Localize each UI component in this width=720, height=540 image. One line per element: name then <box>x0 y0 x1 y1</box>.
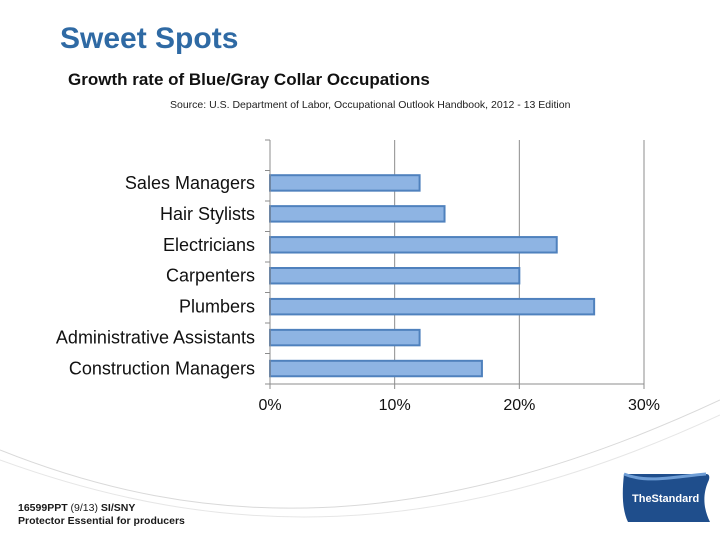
x-tick-label: 20% <box>503 397 535 414</box>
category-label: Sales Managers <box>125 173 255 193</box>
bar <box>269 328 421 347</box>
footer-code: 16599PPT (9/13) SI/SNY Protector Essenti… <box>18 502 185 528</box>
labels: Sales Managers Hair Stylists Electricians C… <box>56 173 660 414</box>
decorative-swoosh <box>0 399 720 518</box>
axes <box>265 139 645 389</box>
x-tick-label: 10% <box>379 397 411 414</box>
standard-logo: TheStandard <box>622 472 710 522</box>
slide-title: Sweet Spots <box>60 22 239 55</box>
x-tick-label: 0% <box>258 397 281 414</box>
footer-code-id: 16599PPT <box>18 502 68 514</box>
category-label: Hair Stylists <box>160 204 255 224</box>
bar <box>269 297 596 316</box>
bars <box>269 174 596 378</box>
bar <box>269 267 521 285</box>
bar <box>269 236 558 254</box>
footer-date-code: (9/13) <box>70 502 98 514</box>
bar <box>269 174 421 192</box>
category-label: Administrative Assistants <box>56 328 255 348</box>
chart-source: Source: U.S. Department of Labor, Occupa… <box>170 99 571 111</box>
category-label: Electricians <box>163 235 255 255</box>
category-label: Construction Managers <box>69 359 255 379</box>
footer-line2: Protector Essential for producers <box>18 515 185 527</box>
gridlines <box>394 140 645 384</box>
bar <box>269 359 483 378</box>
chart-title: Growth rate of Blue/Gray Collar Occupati… <box>68 70 430 89</box>
bar <box>269 205 446 223</box>
footer-region: SI/SNY <box>100 502 136 514</box>
logo-text: TheStandard <box>632 493 699 505</box>
x-tick-label: 30% <box>628 397 660 414</box>
category-label: Plumbers <box>179 297 255 317</box>
category-label: Carpenters <box>166 266 255 286</box>
